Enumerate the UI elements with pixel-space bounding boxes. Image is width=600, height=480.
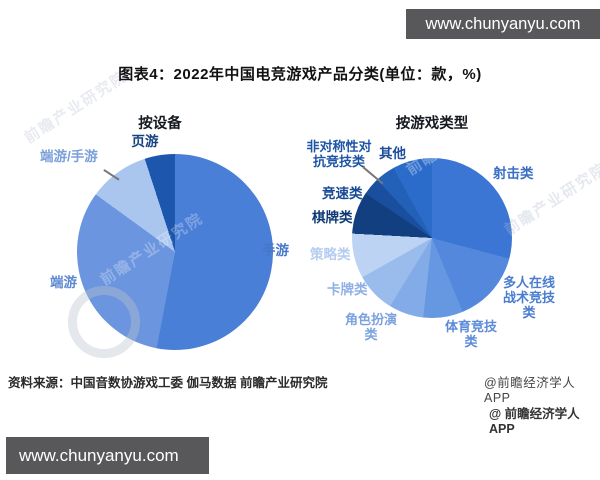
- site-watermark-top: www.chunyanyu.com: [406, 9, 600, 39]
- source-note: 资料来源：中国音数协游戏工委 伽马数据 前瞻产业研究院: [8, 376, 328, 390]
- slice-label-strategy: 策略类: [310, 247, 351, 262]
- page-title: 图表4：2022年中国电竞游戏产品分类(单位：款，%): [118, 66, 482, 83]
- slice-label-mobile-games: 手游: [262, 243, 289, 258]
- brand-credit-2: @ 前瞻经济学人APP: [489, 407, 580, 436]
- slice-label-racing: 竞速类: [322, 186, 363, 201]
- slice-label-other: 其他: [379, 146, 406, 161]
- brand-credit-1: @前瞻经济学人APP: [484, 376, 576, 405]
- slice-label-board-card: 棋牌类: [312, 210, 353, 225]
- slice-label-rpg: 角色扮演类: [344, 312, 397, 342]
- pie-subtitle-device: 按设备: [138, 116, 182, 132]
- slice-label-asymmetric-competitive: 非对称性对抗竞技类: [306, 139, 372, 169]
- site-watermark-bottom-text: www.chunyanyu.com: [19, 445, 179, 465]
- slice-label-sports: 体育竞技类: [444, 319, 497, 349]
- slice-label-pc-mobile-games: 端游/手游: [40, 149, 98, 164]
- slice-label-web-games: 页游: [131, 134, 159, 149]
- site-watermark-top-text: www.chunyanyu.com: [425, 14, 581, 33]
- slice-label-pc-games: 端游: [50, 275, 77, 290]
- pie-subtitle-genre: 按游戏类型: [395, 116, 469, 132]
- slice-label-shooting: 射击类: [493, 166, 534, 181]
- pie-chart-genre: [352, 158, 512, 318]
- slice-label-card: 卡牌类: [327, 282, 368, 297]
- slice-label-moba: 多人在线战术竞技类: [502, 275, 555, 320]
- faint-logo-circle: [68, 286, 140, 358]
- site-watermark-bottom: www.chunyanyu.com: [6, 437, 209, 474]
